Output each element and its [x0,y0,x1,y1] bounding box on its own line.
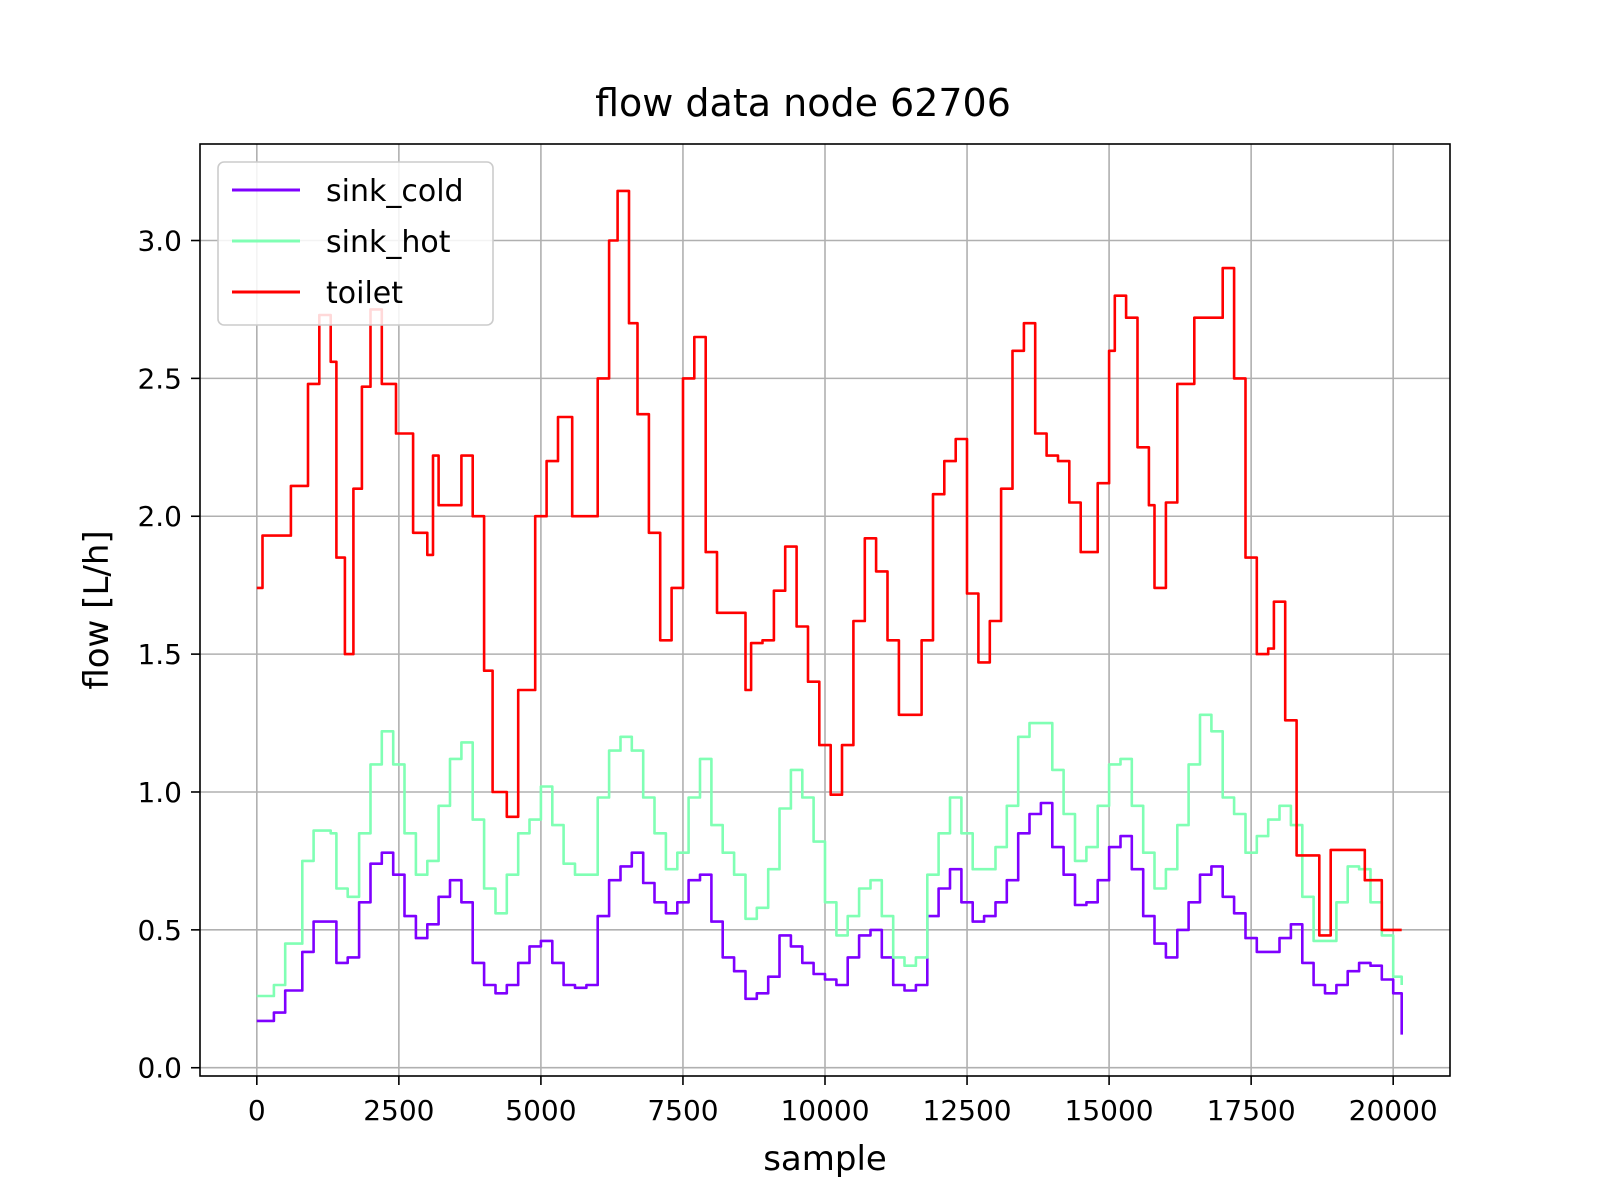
x-tick-label: 5000 [505,1094,576,1127]
y-tick-label: 0.5 [137,914,182,947]
series-line-sink-hot [256,713,1403,998]
y-tick-label: 2.0 [137,500,182,533]
y-tick-label: 2.5 [137,362,182,395]
y-tick-label: 3.0 [137,225,182,258]
y-tick-label: 1.5 [137,638,182,671]
legend-label-sink-hot: sink_hot [326,225,451,260]
x-tick-label: 10000 [780,1094,869,1127]
legend-label-sink-cold: sink_cold [326,174,464,209]
series-line-sink-cold [256,801,1403,1035]
x-tick-label: 17500 [1207,1094,1296,1127]
y-tick-label: 0.0 [137,1052,182,1085]
legend-box [217,161,494,326]
x-tick-label: 20000 [1349,1094,1438,1127]
grid [200,144,1450,1076]
series-lines [256,189,1403,1035]
x-axis-label: sample [763,1139,887,1179]
x-tick-label: 15000 [1065,1094,1154,1127]
y-tick-label: 1.0 [137,776,182,809]
x-tick-label: 7500 [647,1094,718,1127]
x-axis-ticks: 0 2500 5000 7500 10000 12500 15000 17500 20000 [248,1076,1438,1127]
x-tick-label: 0 [248,1094,266,1127]
x-tick-label: 12500 [923,1094,1012,1127]
series-line-toilet [256,189,1402,937]
y-axis-ticks: 0.0 0.5 1.0 1.5 2.0 2.5 3.0 [137,225,200,1085]
chart-title: flow data node 62706 [595,81,1011,125]
x-tick-label: 2500 [363,1094,434,1127]
legend-label-toilet: toilet [326,276,403,311]
y-axis-label: flow [L/h] [77,530,117,689]
